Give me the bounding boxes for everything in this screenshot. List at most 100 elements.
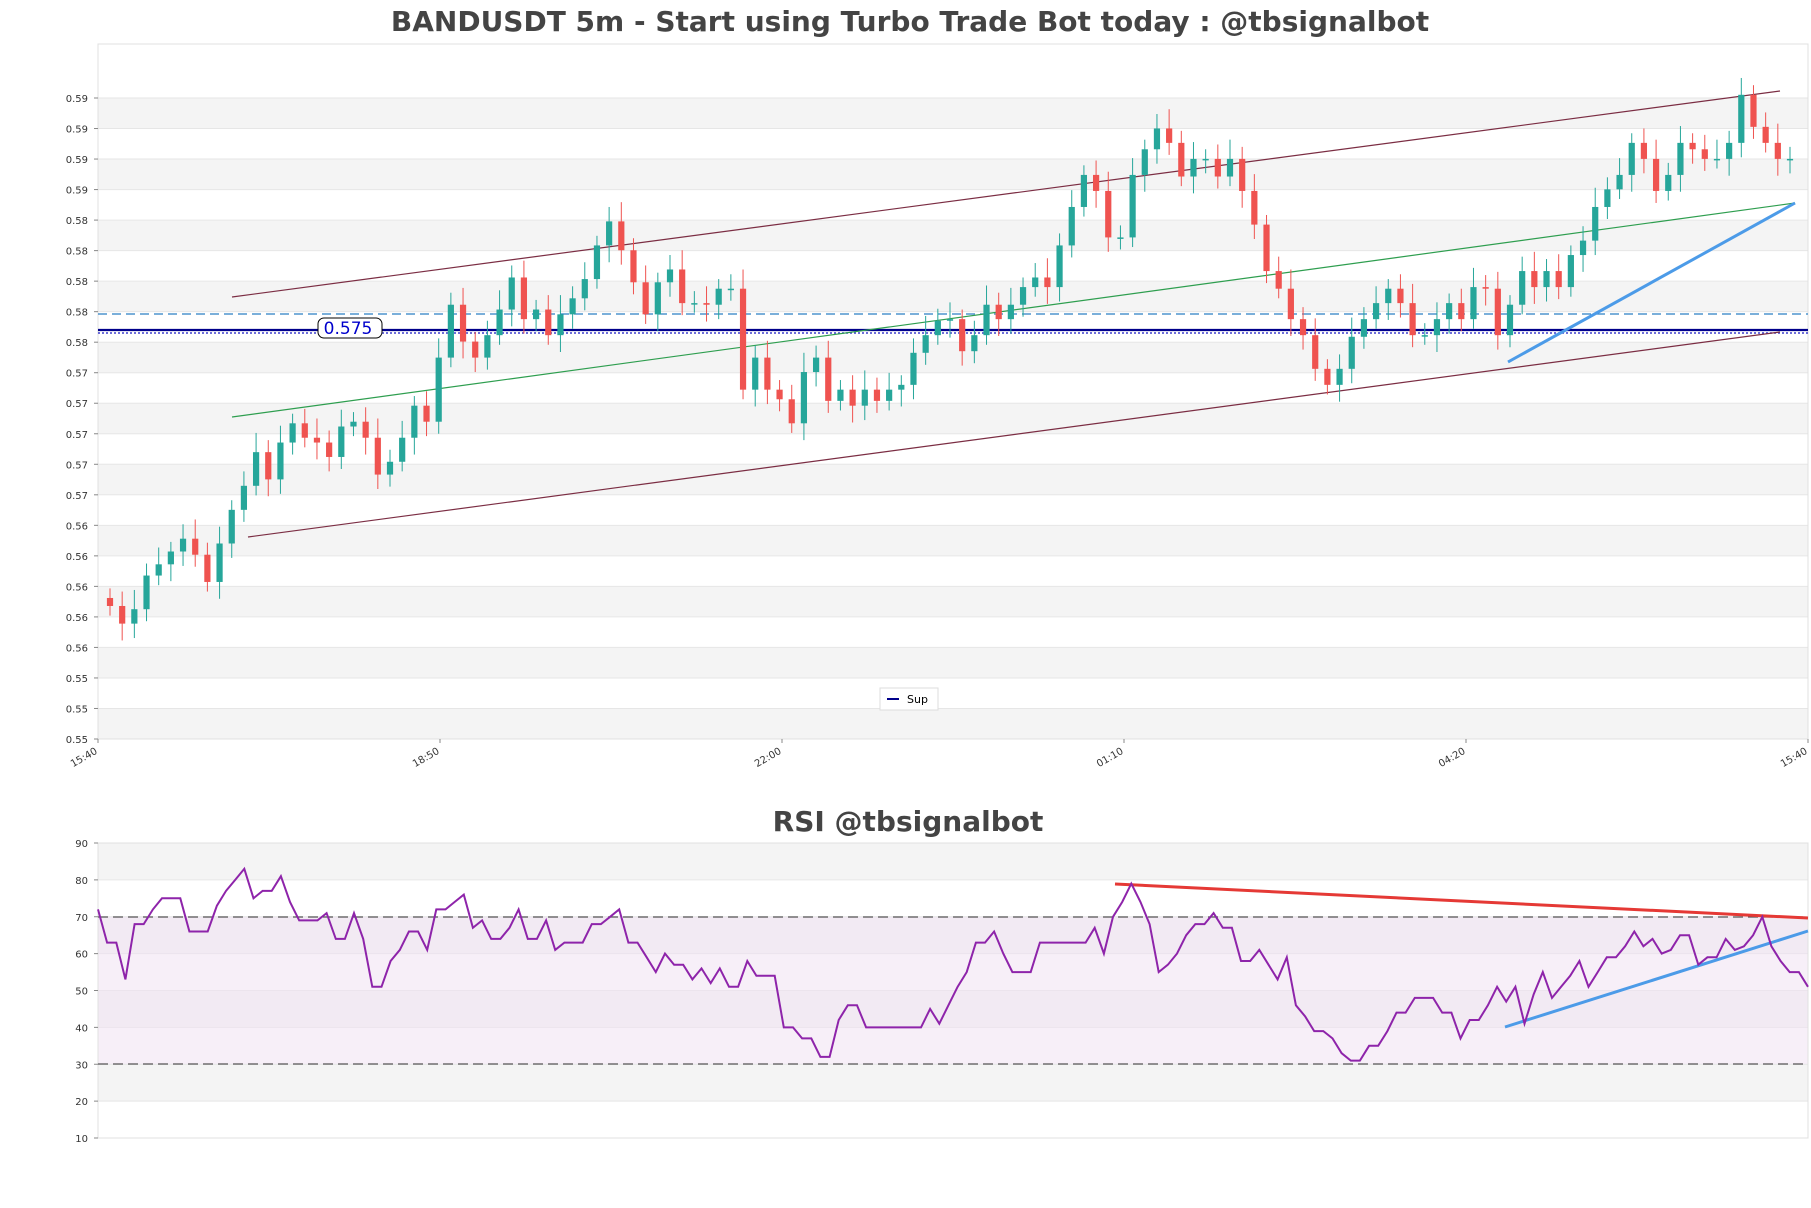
candle-up [593, 245, 601, 280]
candle-down [1652, 158, 1660, 191]
channel-upper-line [231, 90, 1781, 298]
candle-up [167, 551, 174, 565]
candle-down [1312, 335, 1319, 369]
candle-up [752, 357, 759, 390]
candle-down [423, 405, 430, 422]
y-tick-label: 0.56 [66, 552, 88, 563]
candle-up [1348, 336, 1355, 369]
candle-up [1153, 128, 1161, 150]
candle-down [849, 389, 856, 406]
rsi-grid-band [98, 1064, 1808, 1102]
rsi-overbought-band [98, 917, 1808, 1064]
rsi-red-trend-line [1114, 882, 1809, 920]
candle-up [179, 538, 187, 552]
candle-up [1129, 174, 1136, 238]
candle-up [1032, 277, 1039, 288]
candle-down [1299, 319, 1307, 336]
candle-up [1360, 319, 1368, 337]
y-tick-label: 0.55 [66, 735, 88, 746]
candle-down [374, 437, 381, 475]
candle-up [1738, 94, 1745, 143]
candle-down [1555, 271, 1562, 288]
candle-up [1056, 245, 1063, 288]
candle-down [1287, 288, 1294, 320]
candle-up [581, 279, 588, 299]
y-tick-label: 0.57 [66, 369, 88, 380]
candle-down [1251, 190, 1258, 225]
y-tick-label: 0.58 [66, 247, 88, 258]
y-tick-label: 0.56 [66, 521, 88, 532]
candle-up [447, 304, 454, 358]
candle-down [703, 303, 710, 305]
candle-down [630, 250, 637, 283]
candle-up [1385, 288, 1392, 304]
main-chart-title: BANDUSDT 5m - Start using Turbo Trade Bo… [391, 5, 1429, 38]
rsi-y-tick-label: 10 [75, 1134, 88, 1145]
candle-up [216, 543, 223, 582]
candle-up [1665, 174, 1672, 191]
y-tick-label: 0.57 [66, 399, 88, 410]
candle-up [1592, 206, 1599, 241]
grid-band [98, 98, 1808, 129]
candle-up [569, 298, 576, 315]
grid-band [98, 525, 1808, 556]
candle-up [1202, 158, 1209, 161]
candle-up [1226, 158, 1234, 177]
candle-down [776, 389, 783, 400]
candle-down [362, 421, 369, 438]
candle-down [1689, 142, 1696, 150]
candle-up [922, 335, 929, 353]
candle-up [1713, 158, 1721, 161]
candle-up [496, 309, 503, 336]
candle-down [313, 437, 321, 443]
y-tick-label: 0.57 [66, 430, 88, 441]
candle-down [1178, 142, 1185, 177]
candle-down [1482, 287, 1489, 289]
candle-up [971, 335, 978, 352]
main-y-axis: 0.55 0.55 0.55 0.56 0.56 0.56 0.56 0.56 0.57 0.57… [66, 94, 98, 746]
grid-band [98, 220, 1808, 251]
candle-up [155, 564, 162, 576]
candle-up [1519, 271, 1526, 305]
y-tick-label: 0.59 [66, 186, 88, 197]
candle-down [739, 288, 747, 390]
y-tick-label: 0.58 [66, 338, 88, 349]
candle-up [484, 335, 491, 358]
candle-down [1409, 303, 1416, 336]
candle-up [1117, 237, 1124, 239]
candle-up [1141, 149, 1148, 175]
candle-up [1726, 142, 1733, 159]
candle-up [1080, 174, 1088, 207]
candle-up [1190, 158, 1197, 177]
candle-up [666, 269, 674, 283]
y-tick-label: 0.58 [66, 308, 88, 319]
candle-down [192, 538, 199, 555]
candle-up [910, 352, 917, 385]
price-label-box [317, 317, 383, 339]
candle-up [812, 357, 820, 373]
candle-up [715, 288, 722, 305]
candle-up [228, 509, 235, 544]
candle-up [1336, 368, 1343, 385]
candle-up [983, 304, 990, 336]
candle-down [1239, 158, 1246, 191]
candle-down [1750, 94, 1757, 127]
main-chart-frame [97, 43, 1809, 740]
grid-band [98, 464, 1808, 495]
rsi-chart-title: RSI @tbsignalbot [773, 805, 1044, 838]
candle-up [532, 309, 540, 320]
price-label-text: 0.575 [324, 319, 373, 339]
legend-label-sup: Sup [907, 693, 928, 706]
candle-up [861, 389, 868, 406]
candle-down [679, 269, 686, 304]
rsi-y-tick-label: 70 [75, 913, 88, 924]
grid-band [98, 281, 1808, 312]
candle-down [545, 309, 552, 336]
rsi-y-tick-label: 50 [75, 987, 88, 998]
candle-down [1774, 142, 1781, 159]
candle-down [1494, 288, 1501, 336]
price-label: 0.575 [317, 317, 383, 339]
candle-up [1421, 335, 1428, 337]
candle-up [277, 442, 284, 480]
candle-up [691, 303, 698, 305]
